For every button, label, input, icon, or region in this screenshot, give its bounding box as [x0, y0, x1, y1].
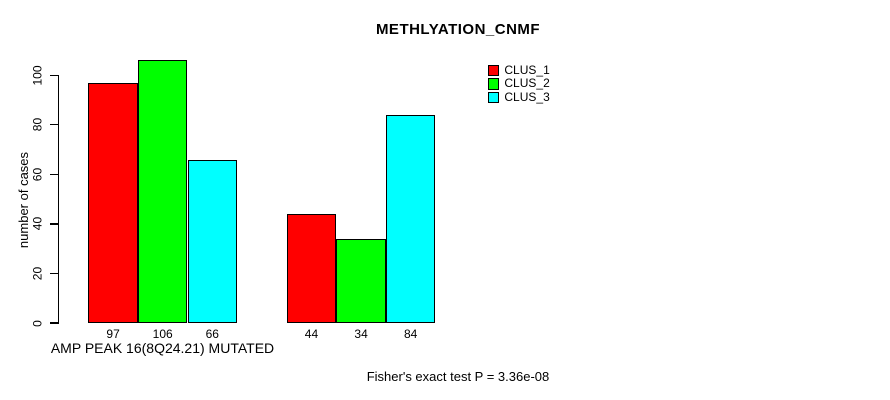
- bar-value-label: 44: [304, 327, 319, 341]
- y-axis-line: [57, 75, 59, 325]
- bar-value-label: 34: [354, 327, 368, 341]
- legend-swatch-icon: [488, 78, 500, 90]
- legend-swatch-icon: [488, 65, 500, 77]
- bar-value-label: 97: [106, 327, 120, 341]
- y-tick-mark: [50, 124, 59, 126]
- fisher-test-annotation: Fisher's exact test P = 3.36e-08: [366, 369, 550, 384]
- y-tick-label: 60: [30, 167, 44, 182]
- bar-value-label: 106: [152, 327, 173, 341]
- bar: [88, 82, 138, 323]
- bar: [187, 159, 238, 323]
- y-tick-label: 80: [30, 118, 44, 132]
- bar-value-label: 66: [205, 327, 219, 341]
- bar: [137, 60, 188, 323]
- bar: [385, 114, 436, 323]
- y-tick-label: 0: [30, 319, 44, 327]
- chart-title: METHLYATION_CNMF: [375, 21, 541, 38]
- y-tick-mark: [50, 272, 59, 275]
- x-group-label: AMP PEAK 16(8Q24.21) MUTATED: [50, 340, 275, 356]
- legend-item: CLUS_1: [488, 63, 550, 77]
- y-tick-label: 20: [30, 266, 44, 281]
- legend-label: CLUS_2: [504, 76, 550, 91]
- y-tick-mark: [50, 74, 59, 76]
- y-tick-mark: [50, 322, 59, 324]
- legend-item: CLUS_3: [488, 89, 550, 104]
- y-tick-mark: [50, 173, 59, 176]
- legend: CLUS_1 CLUS_2 CLUS_3: [488, 63, 550, 104]
- legend-swatch-icon: [488, 91, 500, 104]
- bar: [336, 238, 386, 323]
- legend-label: CLUS_3: [504, 89, 550, 104]
- y-tick-label: 100: [30, 65, 44, 86]
- legend-item: CLUS_2: [488, 76, 550, 91]
- bar: [286, 214, 337, 323]
- y-tick-mark: [50, 223, 59, 225]
- bar-value-label: 84: [404, 327, 418, 341]
- y-tick-label: 40: [30, 217, 44, 231]
- legend-label: CLUS_1: [504, 63, 550, 77]
